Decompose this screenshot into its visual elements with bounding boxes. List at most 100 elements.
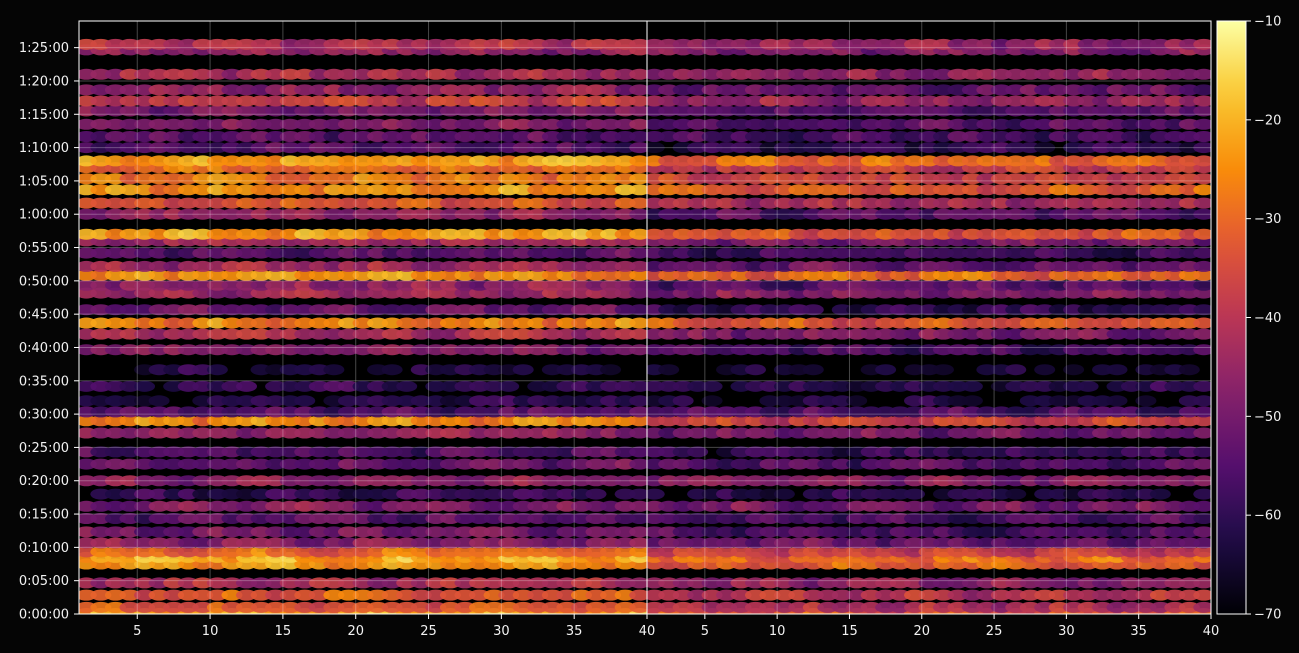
x-tick-label: 15	[841, 624, 858, 639]
heatmap-cell	[976, 577, 998, 589]
heatmap-cell	[90, 526, 112, 538]
heatmap-cell	[396, 155, 418, 167]
heatmap-cell	[1120, 130, 1142, 142]
heatmap-cell	[177, 118, 199, 130]
heatmap-cell	[1193, 380, 1211, 392]
heatmap-cell	[206, 577, 228, 589]
heatmap-cell	[308, 228, 330, 240]
heatmap-cell	[744, 577, 766, 589]
heatmap-cell	[439, 526, 461, 538]
heatmap-cell	[192, 118, 214, 130]
heatmap-cell	[512, 601, 534, 613]
heatmap-cell	[600, 380, 622, 392]
heatmap-cell	[1063, 155, 1085, 167]
heatmap-cell	[192, 380, 214, 392]
heatmap-cell	[527, 537, 549, 549]
heatmap-cell	[279, 317, 301, 329]
heatmap-cell	[1092, 415, 1114, 427]
heatmap-cell	[469, 84, 491, 96]
heatmap-cell	[323, 601, 345, 613]
heatmap-cell	[439, 208, 461, 220]
heatmap-cell	[235, 601, 257, 613]
heatmap-cell	[425, 500, 447, 512]
heatmap-cell	[483, 406, 505, 418]
heatmap-cell	[163, 118, 185, 130]
y-tick-label: 1:20:00	[19, 74, 69, 89]
heatmap-cell	[323, 500, 345, 512]
heatmap-cell	[1019, 317, 1041, 329]
heatmap-cell	[177, 269, 199, 281]
heatmap-cell	[279, 446, 301, 458]
heatmap-cell	[396, 105, 418, 117]
heatmap-cell	[454, 142, 476, 154]
heatmap-cell	[104, 197, 126, 209]
heatmap-cell	[904, 488, 926, 500]
heatmap-cell	[381, 142, 403, 154]
heatmap-cell	[1149, 269, 1171, 281]
heatmap-cell	[1092, 287, 1114, 299]
heatmap-cell	[658, 475, 680, 487]
heatmap-cell	[381, 247, 403, 259]
heatmap-cell	[875, 475, 897, 487]
heatmap-cell	[265, 526, 287, 538]
heatmap-cell	[541, 589, 563, 601]
heatmap-cell	[1193, 458, 1211, 470]
heatmap-cell	[1149, 173, 1171, 185]
heatmap-cell	[802, 395, 824, 407]
heatmap-cell	[788, 279, 810, 291]
heatmap-cell	[1005, 304, 1027, 316]
heatmap-cell	[860, 601, 882, 613]
heatmap-cell	[439, 500, 461, 512]
heatmap-cell	[498, 208, 520, 220]
heatmap-cell	[396, 197, 418, 209]
heatmap-cell	[498, 173, 520, 185]
heatmap-cell	[672, 304, 694, 316]
heatmap-cell	[788, 304, 810, 316]
heatmap-cell	[687, 380, 709, 392]
heatmap-cell	[367, 84, 389, 96]
heatmap-cell	[367, 317, 389, 329]
heatmap-cell	[918, 247, 940, 259]
heatmap-cell	[279, 546, 301, 558]
heatmap-cell	[932, 68, 954, 80]
heatmap-cell	[1106, 328, 1128, 340]
heatmap-cell	[658, 364, 680, 376]
heatmap-cell	[585, 406, 607, 418]
heatmap-cell	[498, 317, 520, 329]
heatmap-cell	[323, 118, 345, 130]
heatmap-cell	[716, 328, 738, 340]
heatmap-cell	[148, 95, 170, 107]
heatmap-cell	[585, 512, 607, 524]
heatmap-cell	[990, 84, 1012, 96]
heatmap-cell	[294, 427, 316, 439]
heatmap-cell	[1048, 577, 1070, 589]
heatmap-cell	[716, 546, 738, 558]
heatmap-cell	[235, 142, 257, 154]
heatmap-cell	[687, 500, 709, 512]
heatmap-cell	[1077, 546, 1099, 558]
heatmap-cell	[947, 446, 969, 458]
heatmap-cell	[860, 208, 882, 220]
heatmap-cell	[439, 84, 461, 96]
heatmap-cell	[206, 415, 228, 427]
heatmap-cell	[629, 546, 647, 558]
heatmap-cell	[1193, 488, 1211, 500]
heatmap-cell	[235, 228, 257, 240]
heatmap-cell	[104, 142, 126, 154]
heatmap-cell	[512, 415, 534, 427]
heatmap-cell	[265, 427, 287, 439]
heatmap-cell	[192, 142, 214, 154]
heatmap-cell	[629, 130, 647, 142]
heatmap-cell	[658, 208, 680, 220]
heatmap-cell	[381, 105, 403, 117]
heatmap-cell	[148, 577, 170, 589]
heatmap-cell	[512, 488, 534, 500]
heatmap-cell	[90, 537, 112, 549]
heatmap-cell	[744, 269, 766, 281]
heatmap-cell	[932, 328, 954, 340]
heatmap-cell	[629, 208, 647, 220]
heatmap-cell	[498, 395, 520, 407]
heatmap-cell	[860, 247, 882, 259]
heatmap-cell	[889, 589, 911, 601]
heatmap-cell	[1106, 546, 1128, 558]
